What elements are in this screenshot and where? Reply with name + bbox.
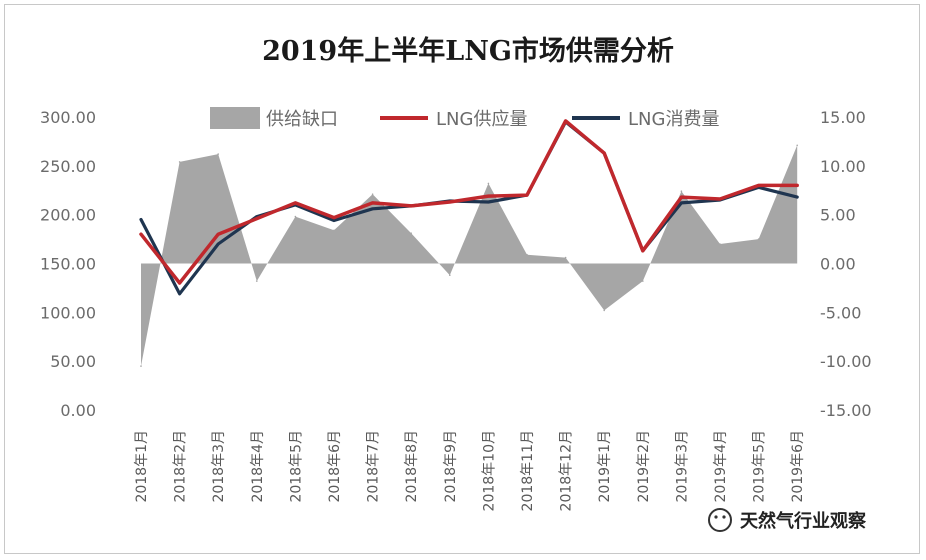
supply-gap-point <box>371 193 374 195</box>
lng-supply-point <box>371 201 374 205</box>
x-tick-label: 2018年9月 <box>443 430 459 503</box>
x-tick-label: 2018年11月 <box>520 430 536 511</box>
wechat-icon <box>708 508 732 532</box>
chart-legend: 供给缺口 LNG供应量 LNG消费量 <box>210 107 719 130</box>
left-tick-label: 50.00 <box>50 352 96 371</box>
x-tick-label: 2018年5月 <box>288 430 304 503</box>
lng-supply-point <box>487 194 490 198</box>
lng-supply-point <box>332 216 336 219</box>
lng-supply-point <box>564 119 567 123</box>
supply-gap-point <box>410 232 413 234</box>
left-tick-label: 100.00 <box>40 303 96 322</box>
supply-gap-point <box>140 365 142 367</box>
x-tick-label: 2018年2月 <box>173 430 189 503</box>
watermark-text: 天然气行业观察 <box>740 510 867 532</box>
lng-supply-point <box>641 249 644 252</box>
supply-gap-point <box>217 153 219 155</box>
lng-supply-point <box>217 233 220 236</box>
lng-supply-point <box>294 201 297 205</box>
series-lines <box>139 119 799 296</box>
x-tick-label: 2019年6月 <box>790 430 806 503</box>
supply-gap-point <box>564 256 567 259</box>
x-tick-label: 2018年4月 <box>250 430 266 503</box>
supply-gap-point <box>757 238 760 240</box>
supply-gap-point <box>603 309 605 312</box>
legend-label-lng-supply: LNG供应量 <box>436 109 527 130</box>
lng-consumption-line <box>139 120 799 296</box>
supply-gap-point <box>680 190 683 192</box>
x-axis: 2018年1月 2018年2月 2018年3月 2018年4月 2018年5月 2018年… <box>134 430 806 511</box>
lng-consumption-point <box>139 218 143 221</box>
x-tick-label: 2018年12月 <box>559 430 575 511</box>
watermark: 天然气行业观察 <box>708 508 867 532</box>
lng-consumption-point <box>487 200 490 204</box>
supply-gap-point <box>255 280 258 282</box>
right-tick-label: -10.00 <box>820 352 872 371</box>
left-tick-label: 0.00 <box>60 401 96 420</box>
x-tick-label: 2019年5月 <box>752 430 768 503</box>
legend-swatch-supply-gap <box>210 107 260 129</box>
x-tick-label: 2018年8月 <box>404 430 420 503</box>
supply-gap-area-path <box>141 145 798 367</box>
right-tick-label: 15.00 <box>820 108 866 127</box>
x-tick-label: 2019年3月 <box>674 430 690 503</box>
left-tick-label: 250.00 <box>40 157 96 176</box>
x-tick-label: 2018年3月 <box>211 430 227 503</box>
x-tick-label: 2018年7月 <box>366 430 382 503</box>
supply-gap-area <box>140 144 798 367</box>
lng-supply-point <box>680 195 683 199</box>
x-tick-label: 2019年2月 <box>636 430 652 503</box>
lng-consumption-point <box>371 207 374 210</box>
lng-consumption-point <box>217 242 220 246</box>
lng-supply-point <box>255 217 258 220</box>
x-tick-label: 2018年10月 <box>481 430 497 511</box>
right-tick-label: -5.00 <box>820 303 861 322</box>
right-tick-label: -15.00 <box>820 401 872 420</box>
supply-gap-point <box>178 161 181 163</box>
lng-consumption-point <box>178 292 181 295</box>
supply-gap-point <box>642 280 644 282</box>
lng-supply-point <box>410 204 413 208</box>
chart-title: 2019年上半年LNG市场供需分析 <box>262 35 674 67</box>
right-axis: -15.00 -10.00 -5.00 0.00 5.00 10.00 15.00 <box>820 108 872 420</box>
right-tick-label: 10.00 <box>820 157 866 176</box>
lng-supply-point <box>448 200 451 204</box>
lng-consumption-point <box>680 201 683 205</box>
left-tick-label: 150.00 <box>40 255 96 274</box>
wechat-icon-eye-left <box>714 515 718 519</box>
right-tick-label: 0.00 <box>820 255 856 274</box>
x-tick-label: 2018年1月 <box>134 430 150 503</box>
supply-gap-point <box>487 182 490 185</box>
supply-gap-point <box>449 274 451 277</box>
lng-consumption-point <box>796 195 799 199</box>
x-tick-label: 2019年1月 <box>597 430 613 503</box>
lng-supply-point <box>718 197 722 201</box>
lng-supply-point <box>757 184 760 187</box>
wechat-icon-eye-right <box>722 515 726 519</box>
supply-gap-point <box>796 144 798 147</box>
x-tick-label: 2018年6月 <box>327 430 343 503</box>
lng-supply-point <box>525 193 529 197</box>
lng-supply-point <box>603 151 606 155</box>
legend-label-supply-gap: 供给缺口 <box>266 109 338 130</box>
legend-label-lng-consumption: LNG消费量 <box>628 109 719 130</box>
x-tick-label: 2019年4月 <box>713 430 729 503</box>
supply-gap-point <box>719 243 721 245</box>
supply-gap-point <box>294 215 297 218</box>
right-tick-label: 5.00 <box>820 206 856 225</box>
supply-gap-point <box>333 229 335 232</box>
lng-supply-point <box>139 233 143 236</box>
lng-supply-point <box>796 184 799 187</box>
lng-consumption-point <box>332 219 336 222</box>
left-tick-label: 200.00 <box>40 206 96 225</box>
left-axis: 0.00 50.00 100.00 150.00 200.00 250.00 300.00 <box>40 108 96 420</box>
lng-supply-line <box>139 119 799 285</box>
supply-gap-point <box>526 253 528 256</box>
left-tick-label: 300.00 <box>40 108 96 127</box>
lng-supply-point <box>178 281 181 285</box>
